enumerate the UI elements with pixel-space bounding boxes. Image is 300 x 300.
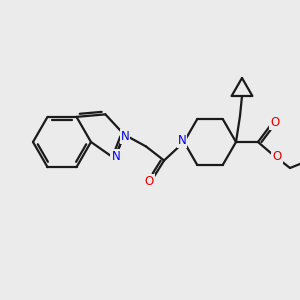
Text: N: N (178, 134, 186, 148)
Text: O: O (270, 116, 280, 130)
Text: O: O (272, 151, 282, 164)
Text: N: N (111, 150, 120, 163)
Text: O: O (144, 175, 154, 188)
Text: N: N (121, 130, 129, 143)
